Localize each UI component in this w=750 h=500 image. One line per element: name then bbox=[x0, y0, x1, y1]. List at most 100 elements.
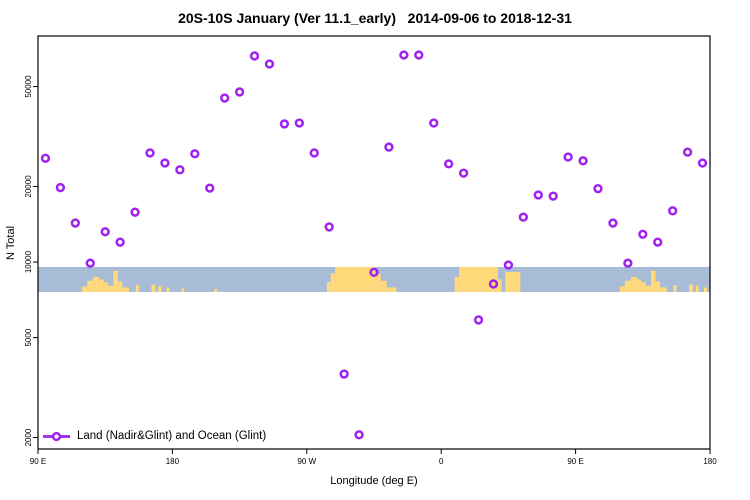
data-point-marker bbox=[488, 279, 499, 289]
y-tick-label: 20000 bbox=[24, 175, 33, 198]
data-point-marker bbox=[563, 152, 573, 162]
map-band-land bbox=[113, 270, 118, 292]
data-point-marker bbox=[130, 207, 140, 217]
data-point-marker bbox=[503, 260, 514, 270]
data-point-marker bbox=[324, 222, 334, 232]
data-point-marker bbox=[578, 156, 588, 166]
data-point-marker bbox=[414, 50, 424, 60]
data-point-marker bbox=[85, 258, 95, 268]
map-band-land bbox=[117, 281, 123, 292]
data-point-marker bbox=[309, 148, 319, 158]
data-point-marker bbox=[608, 218, 618, 228]
data-point-marker bbox=[249, 51, 260, 61]
map-band-land bbox=[151, 284, 156, 292]
data-point-marker bbox=[593, 184, 603, 194]
chart-title: 20S-10S January (Ver 11.1_early) 2014-09… bbox=[178, 10, 572, 26]
x-axis-label: Longitude (deg E) bbox=[330, 475, 418, 487]
map-band-land bbox=[108, 285, 114, 292]
map-band-land bbox=[497, 279, 502, 292]
map-band-land bbox=[704, 287, 708, 292]
map-band-land bbox=[673, 284, 677, 292]
map-band-land bbox=[641, 282, 646, 292]
data-point-marker bbox=[444, 159, 454, 169]
data-point-marker bbox=[100, 227, 110, 237]
data-point-marker bbox=[175, 165, 185, 175]
map-band-land bbox=[689, 284, 693, 292]
map-band-land bbox=[214, 288, 218, 292]
data-point-marker bbox=[190, 149, 200, 159]
x-tick-label: 90 E bbox=[30, 457, 46, 466]
x-tick-label: 90 E bbox=[567, 457, 583, 466]
data-point-marker bbox=[279, 119, 290, 129]
map-band-land bbox=[505, 271, 521, 292]
map-band-land bbox=[103, 282, 109, 292]
data-point-marker bbox=[339, 369, 349, 379]
map-band-land bbox=[87, 280, 94, 292]
data-point-marker bbox=[115, 237, 125, 247]
y-tick-label: 2000 bbox=[24, 428, 33, 446]
data-point-marker bbox=[429, 118, 439, 128]
data-point-marker bbox=[220, 93, 230, 103]
data-point-marker bbox=[533, 190, 543, 200]
data-point-marker bbox=[55, 182, 66, 193]
map-band-land bbox=[624, 280, 631, 292]
map-band-land bbox=[386, 287, 397, 292]
data-point-marker bbox=[384, 142, 394, 152]
map-band-land bbox=[166, 287, 170, 292]
map-band-land bbox=[122, 287, 130, 292]
x-tick-label: 180 bbox=[166, 457, 180, 466]
x-tick-label: 180 bbox=[703, 457, 717, 466]
data-point-marker bbox=[682, 147, 693, 157]
map-band-land bbox=[82, 286, 88, 292]
data-point-marker bbox=[518, 212, 528, 222]
data-point-marker bbox=[264, 59, 275, 69]
y-tick-label: 50000 bbox=[24, 75, 33, 98]
data-point-marker bbox=[294, 118, 304, 128]
map-band-land bbox=[619, 286, 625, 292]
y-tick-label: 10000 bbox=[24, 250, 33, 273]
data-point-marker bbox=[548, 191, 558, 201]
data-point-marker bbox=[40, 153, 51, 163]
data-point-marker bbox=[653, 237, 663, 247]
y-tick-label: 5000 bbox=[24, 328, 33, 346]
data-point-marker bbox=[638, 229, 648, 239]
map-band-land bbox=[645, 285, 652, 292]
map-band-land bbox=[630, 276, 637, 292]
map-band-land bbox=[330, 273, 336, 292]
data-point-marker bbox=[160, 158, 170, 168]
map-band-land bbox=[655, 281, 660, 292]
plot-border bbox=[37, 35, 711, 450]
data-point-marker bbox=[234, 87, 245, 97]
data-point-marker bbox=[458, 168, 469, 178]
data-point-marker bbox=[399, 50, 409, 60]
map-band-land bbox=[326, 281, 331, 292]
data-point-marker bbox=[205, 183, 215, 193]
map-band-land bbox=[335, 266, 375, 292]
data-point-marker bbox=[354, 430, 364, 440]
data-point-marker bbox=[697, 158, 708, 168]
map-band-land bbox=[99, 279, 104, 292]
data-point-marker bbox=[623, 258, 633, 268]
map-band-land bbox=[374, 273, 381, 292]
map-band-land bbox=[158, 285, 162, 292]
legend-marker-icon bbox=[51, 431, 62, 442]
map-band-land bbox=[651, 270, 656, 292]
map-band-land bbox=[380, 280, 387, 292]
data-point-marker bbox=[70, 218, 80, 228]
map-band-land bbox=[93, 276, 100, 292]
map-band-land bbox=[454, 276, 460, 292]
legend-label: Land (Nadir&Glint) and Ocean (Glint) bbox=[77, 430, 267, 442]
map-band-land bbox=[659, 287, 667, 292]
data-point-marker bbox=[145, 148, 155, 158]
map-band-land bbox=[181, 288, 185, 292]
map-band-land bbox=[135, 284, 139, 292]
map-band-land bbox=[636, 279, 642, 292]
map-band-land bbox=[695, 285, 699, 292]
x-tick-label: 90 W bbox=[297, 457, 316, 466]
x-tick-label: 0 bbox=[439, 457, 444, 466]
data-point-marker bbox=[668, 206, 678, 216]
data-point-marker bbox=[369, 267, 379, 277]
data-point-marker bbox=[473, 315, 484, 325]
